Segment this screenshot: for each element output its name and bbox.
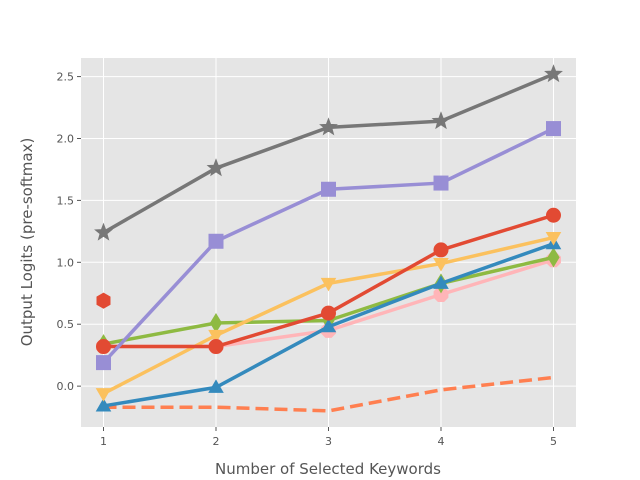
data-point-star xyxy=(94,222,113,241)
y-tick-label: 0.5 xyxy=(57,318,75,331)
series-2 xyxy=(96,207,561,355)
x-tick-label: 5 xyxy=(550,435,557,448)
data-point-triangle-up xyxy=(208,379,224,393)
data-point-star xyxy=(206,158,226,177)
data-point-circle xyxy=(546,207,561,223)
data-point-diamond xyxy=(547,247,560,268)
y-tick-label: 1.0 xyxy=(57,256,75,269)
series-1 xyxy=(96,121,561,371)
series-layer xyxy=(94,64,563,413)
data-point-triangle-down xyxy=(320,277,337,292)
y-axis-ticks: 0.0 0.5 1.0 1.5 2.0 2.5 xyxy=(57,71,81,393)
series-4 xyxy=(95,235,562,412)
data-point-triangle-up xyxy=(95,397,112,412)
y-axis-title: Output Logits (pre-softmax) xyxy=(18,138,36,347)
x-tick-label: 4 xyxy=(438,435,445,448)
series-3 xyxy=(95,232,562,402)
y-tick-label: 1.5 xyxy=(57,194,75,207)
data-point-circle xyxy=(96,339,111,355)
data-point-triangle-up xyxy=(433,275,449,289)
data-point-square xyxy=(321,181,336,197)
data-point-triangle-down xyxy=(545,232,562,246)
data-point-square xyxy=(208,233,224,249)
data-point-square xyxy=(96,355,111,371)
x-tick-label: 2 xyxy=(213,435,220,448)
data-point-star xyxy=(431,111,451,130)
data-point-star xyxy=(544,64,563,83)
y-tick-label: 2.5 xyxy=(57,71,75,84)
data-point-triangle-up xyxy=(320,318,337,333)
x-tick-label: 1 xyxy=(100,435,107,448)
series-0 xyxy=(94,64,563,241)
y-tick-label: 0.0 xyxy=(57,380,75,393)
y-tick-label: 2.0 xyxy=(57,132,75,145)
data-point-square xyxy=(546,121,561,137)
data-point-circle xyxy=(208,339,224,355)
data-point-circle xyxy=(433,242,449,258)
data-point-square xyxy=(433,175,449,191)
data-point-star xyxy=(319,117,338,136)
data-point-triangle-down xyxy=(208,329,224,344)
data-point-circle xyxy=(321,305,336,321)
x-axis-title: Number of Selected Keywords xyxy=(215,460,441,478)
series-8 xyxy=(96,292,111,309)
data-point-hexagon xyxy=(96,292,111,309)
data-point-octagon xyxy=(433,287,449,302)
x-axis-ticks: 1 2 3 4 5 xyxy=(100,427,557,448)
x-tick-label: 3 xyxy=(325,435,332,448)
data-point-triangle-down xyxy=(95,388,112,402)
data-point-triangle-down xyxy=(433,258,449,272)
